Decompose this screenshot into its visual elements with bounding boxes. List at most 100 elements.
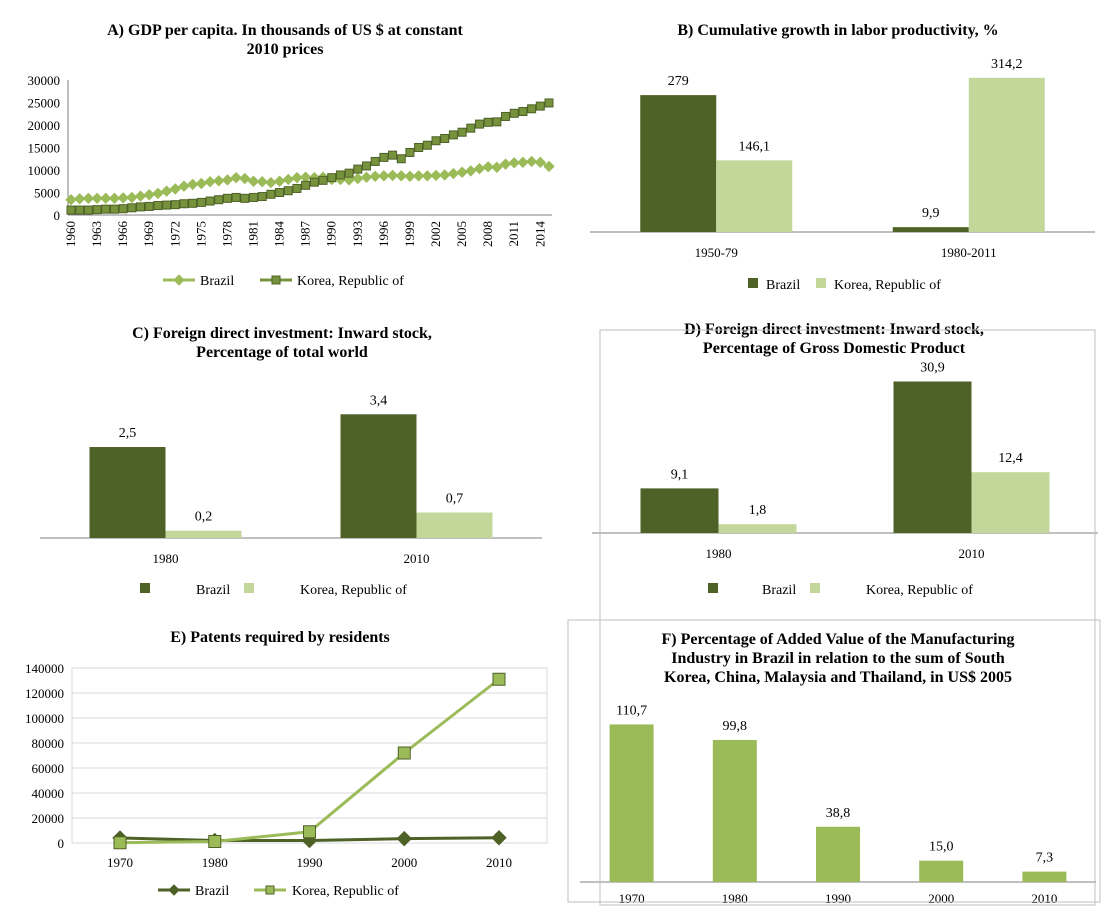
bar — [892, 227, 969, 232]
data-point — [160, 185, 173, 197]
data-point — [378, 170, 390, 182]
data-point — [388, 150, 398, 160]
data-point — [370, 156, 380, 166]
data-point — [386, 169, 399, 182]
bar — [971, 472, 1050, 533]
data-point — [101, 204, 111, 214]
data-point — [508, 157, 520, 169]
legend-label: Korea, Republic of — [834, 278, 941, 293]
x-tick-label: 2010 — [486, 855, 512, 870]
data-label: 99,8 — [723, 719, 748, 734]
data-point — [66, 205, 76, 215]
data-point — [83, 205, 93, 215]
x-tick-label: 1990 — [324, 221, 339, 247]
data-point — [292, 183, 302, 193]
chart-C: C) Foreign direct investment: Inward sto… — [40, 325, 542, 598]
data-point — [318, 175, 328, 185]
data-point — [283, 186, 293, 196]
data-point — [205, 196, 215, 206]
data-point — [91, 192, 103, 205]
data-point — [517, 156, 529, 169]
data-point — [134, 190, 147, 202]
data-point — [152, 187, 164, 200]
data-point — [473, 162, 486, 175]
data-label: 314,2 — [991, 57, 1023, 72]
data-point — [414, 143, 424, 152]
data-point — [327, 173, 337, 183]
data-point — [73, 193, 86, 205]
bar — [968, 77, 1045, 232]
data-label: 110,7 — [616, 703, 647, 718]
data-point — [153, 201, 163, 211]
x-tick-label: 1972 — [167, 221, 182, 247]
data-label: 3,4 — [370, 393, 388, 408]
data-point — [369, 170, 381, 183]
chart-A: A) GDP per capita. In thousands of US $ … — [28, 22, 555, 289]
x-tick-label: 2008 — [480, 221, 495, 247]
data-label: 15,0 — [929, 840, 954, 855]
legend-label: Brazil — [200, 274, 234, 289]
bar — [718, 524, 797, 533]
legend-swatch — [708, 583, 718, 593]
x-tick-label: 2014 — [532, 221, 547, 248]
data-point — [214, 195, 224, 205]
bar — [919, 860, 964, 882]
category-label: 1970 — [619, 891, 645, 906]
chart-title: E) Patents required by residents — [170, 629, 390, 646]
data-point — [360, 171, 373, 183]
data-point — [431, 136, 441, 146]
data-point — [474, 119, 484, 129]
chart-title: Percentage of Gross Domestic Product — [703, 340, 966, 357]
chart-E: E) Patents required by residents 0 20000 40… — [25, 629, 548, 899]
x-tick-label: 1969 — [141, 221, 156, 247]
data-point — [352, 172, 364, 185]
data-point — [92, 205, 102, 215]
data-point — [231, 192, 241, 202]
x-tick-label: 1960 — [63, 221, 78, 247]
data-point — [162, 200, 172, 210]
data-point — [256, 175, 268, 188]
data-point — [186, 178, 199, 191]
data-point — [404, 170, 416, 183]
data-point — [282, 173, 294, 186]
data-point — [273, 175, 286, 187]
y-tick-label: 0 — [58, 836, 65, 851]
legend-label: Brazil — [196, 583, 230, 598]
bar — [640, 488, 719, 533]
y-tick-label: 0 — [54, 208, 61, 223]
legend-marker — [173, 274, 185, 286]
category-label: 2010 — [1031, 891, 1057, 906]
data-point — [361, 161, 371, 171]
data-point — [291, 171, 303, 184]
data-point — [509, 108, 519, 118]
chart-title: Percentage of total world — [196, 344, 368, 361]
bar — [816, 826, 860, 882]
data-label: 1,8 — [749, 503, 767, 518]
data-point — [456, 166, 468, 178]
data-point — [412, 170, 425, 182]
panel-border — [567, 619, 1101, 903]
data-point — [127, 203, 137, 213]
x-tick-label: 1970 — [107, 855, 133, 870]
data-point — [543, 160, 555, 173]
y-tick-label: 40000 — [32, 786, 65, 801]
legend-marker — [271, 275, 281, 285]
data-point — [196, 197, 206, 207]
y-tick-label: 25000 — [28, 96, 61, 111]
data-point — [525, 155, 538, 168]
bar — [416, 512, 493, 538]
data-label: 7,3 — [1036, 851, 1054, 866]
bar — [340, 414, 417, 538]
data-point — [170, 200, 180, 210]
bar — [165, 530, 242, 538]
x-tick-label: 1978 — [219, 221, 234, 247]
data-point — [275, 188, 285, 197]
y-tick-label: 15000 — [28, 141, 61, 156]
data-label: 2,5 — [119, 426, 137, 441]
data-point — [492, 672, 506, 686]
data-point — [309, 177, 319, 187]
panel-border — [599, 329, 1096, 906]
y-tick-label: 20000 — [32, 811, 65, 826]
y-tick-label: 120000 — [25, 686, 64, 701]
